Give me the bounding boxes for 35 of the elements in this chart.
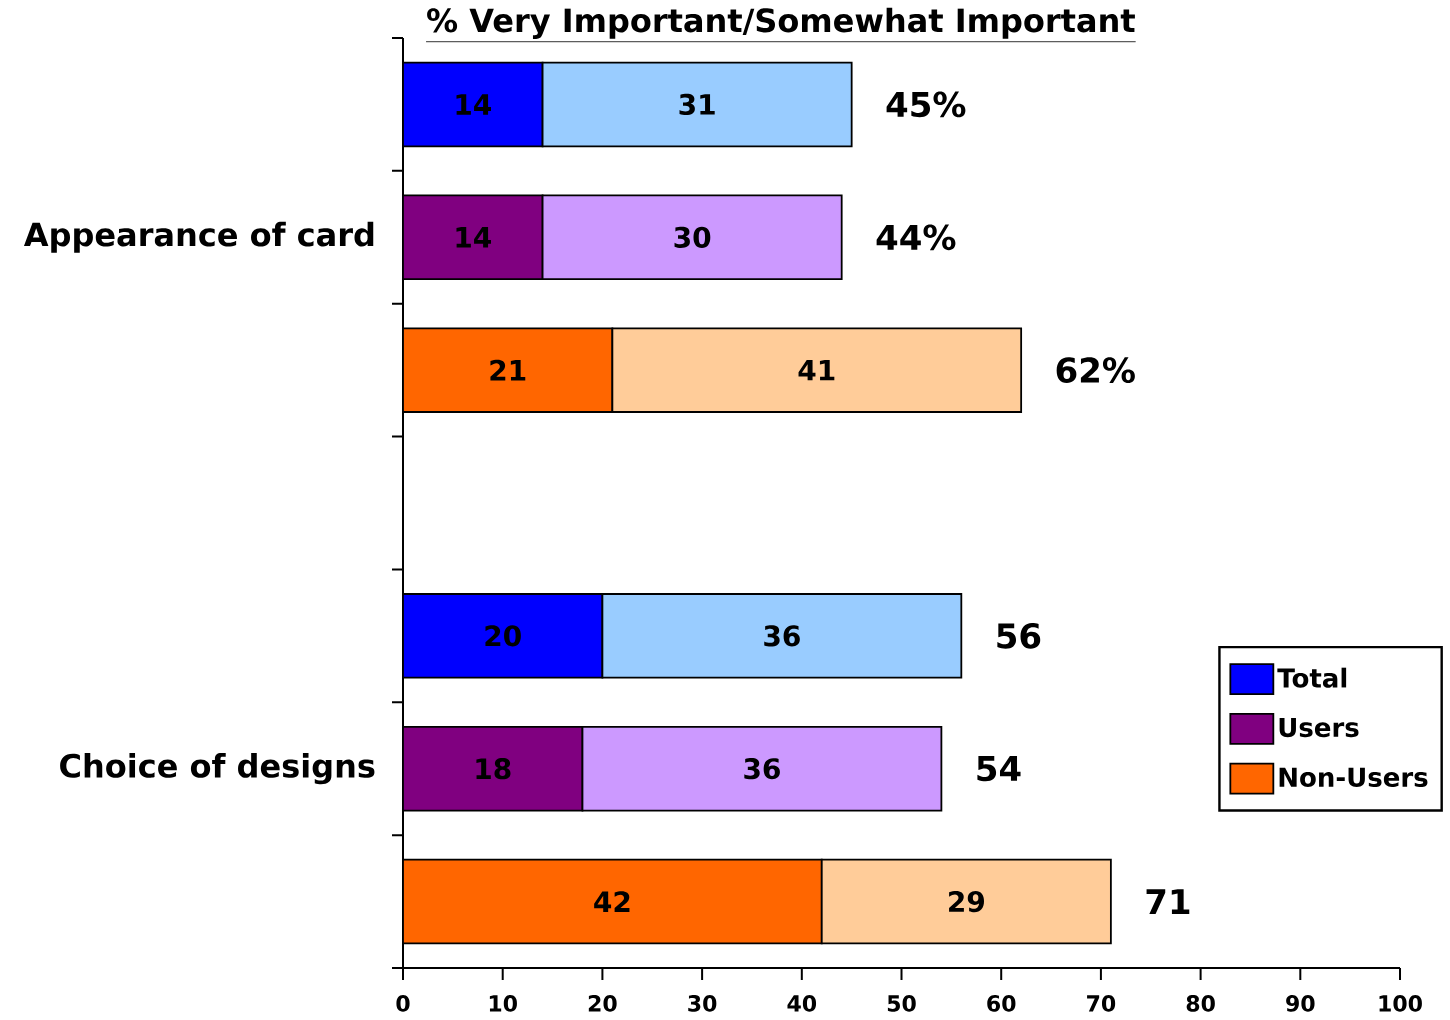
data-label: 14 — [456, 227, 491, 248]
x-tick-label: 40 — [787, 995, 817, 1012]
data-label: 20 — [485, 625, 521, 647]
legend-label: Users — [1279, 717, 1359, 738]
data-label: 36 — [744, 758, 780, 780]
total-label: 45% — [886, 91, 966, 118]
data-label: 41 — [798, 359, 835, 381]
x-tick-label: 30 — [688, 995, 717, 1012]
x-tick-label: 90 — [1286, 995, 1315, 1012]
x-tick-label: 100 — [1379, 995, 1422, 1012]
data-label: 29 — [949, 890, 985, 913]
total-label: 71 — [1146, 889, 1190, 914]
data-label: 36 — [764, 625, 800, 647]
x-tick-label: 20 — [588, 995, 617, 1012]
x-tick-label: 60 — [987, 995, 1016, 1012]
x-tick-label: 80 — [1186, 995, 1215, 1012]
chart-title: % Very Important/Somewhat Important — [427, 7, 1135, 39]
x-tick-label: 50 — [887, 995, 916, 1012]
data-label: 14 — [456, 94, 491, 115]
data-label: 31 — [679, 93, 715, 116]
legend-label: Total — [1277, 667, 1347, 688]
x-tick-label: 70 — [1087, 995, 1116, 1012]
data-label: 30 — [674, 226, 711, 248]
data-label: 18 — [476, 758, 511, 780]
y-tick-label: Choice of designs — [60, 753, 375, 785]
x-tick-label: 10 — [489, 995, 517, 1012]
data-label: 21 — [490, 359, 526, 381]
total-label: 56 — [997, 623, 1041, 649]
total-label: 62% — [1056, 357, 1135, 383]
total-label: 54 — [977, 756, 1021, 782]
y-tick-label: Appearance of card — [23, 221, 374, 253]
data-label: 42 — [594, 891, 630, 912]
total-label: 44% — [876, 224, 956, 251]
x-tick-label: 0 — [396, 995, 410, 1012]
legend-label: Non-Users — [1279, 767, 1428, 788]
